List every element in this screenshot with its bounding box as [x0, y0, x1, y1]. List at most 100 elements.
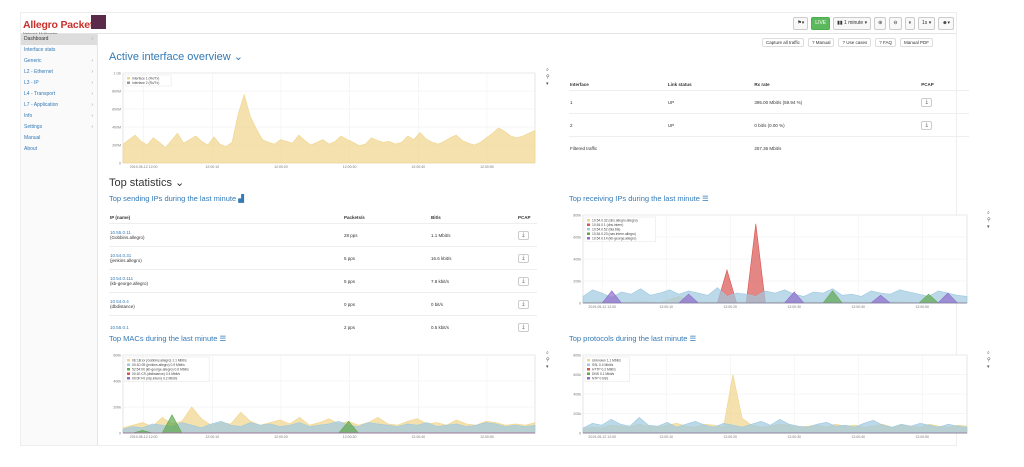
- help-button-3[interactable]: ? FAQ: [875, 38, 896, 47]
- sidebar-item-label: L3 - IP: [24, 80, 39, 86]
- series-area-1: [122, 420, 536, 434]
- pcap-cell: ⤓: [517, 269, 537, 293]
- column-header: PCAP: [518, 214, 531, 220]
- toolbar-button-1[interactable]: LIVE: [811, 17, 831, 30]
- x-tick-label: 12:00:50: [480, 435, 494, 439]
- ip-link[interactable]: 10.55.0.11: [110, 230, 131, 235]
- pan-icon[interactable]: ⚲: [546, 357, 550, 363]
- ip-link[interactable]: 10.54.0.111: [110, 276, 134, 281]
- top-macs-title: Top MACs during the last minute ☰: [109, 334, 226, 343]
- sidebar-item-label: L2 - Ethernet: [24, 69, 53, 75]
- y-tick-label: 0: [119, 162, 121, 166]
- menu-icon[interactable]: ▾: [546, 81, 549, 87]
- toolbar-button-3[interactable]: ⊕: [874, 17, 887, 30]
- legend-box: [584, 216, 657, 242]
- x-tick-label: 2019-05-12 12:00: [130, 165, 158, 169]
- host-name: (kb-george.allegro): [110, 281, 149, 286]
- download-icon[interactable]: ⤓: [518, 253, 529, 263]
- sidebar-item-l7-application[interactable]: L7 - Application ›: [21, 100, 97, 111]
- toolbar-button-4[interactable]: ⊖: [889, 17, 902, 30]
- bits-per-second: 0 bit/s: [430, 292, 517, 316]
- legend-entry: NTP 0 bit/s: [592, 376, 609, 380]
- logo[interactable]: Allegro Packets Network Multimeter: [23, 15, 99, 36]
- overview-title[interactable]: Active interface overview ⌄: [109, 51, 243, 63]
- download-icon[interactable]: ⤓: [921, 120, 933, 130]
- menu-icon[interactable]: ▾: [546, 364, 549, 370]
- sidebar-item-label: L7 - Application: [24, 102, 59, 108]
- toolbar-button-5[interactable]: ⏸: [904, 17, 916, 30]
- help-button-4[interactable]: Manual PDF: [899, 38, 933, 47]
- ip-link[interactable]: 10.54.0.31: [110, 253, 132, 258]
- download-icon[interactable]: ⤓: [518, 299, 529, 309]
- series-area-1: [582, 417, 968, 434]
- receiving-chart-svg: 800k 600k 400k 200k 0 2019-05-12 12:00 12:00:1…: [573, 214, 968, 309]
- top-statistics-title[interactable]: Top statistics ⌄: [109, 177, 185, 189]
- bits-per-second: 16.6 kbit/s: [430, 246, 517, 270]
- toolbar-button-2[interactable]: ▮▮ 1 minute ▾: [833, 17, 872, 30]
- download-icon[interactable]: ⤓: [921, 97, 933, 107]
- zoom-icon[interactable]: ⌕: [546, 67, 549, 73]
- menu-icon[interactable]: ▾: [987, 224, 990, 230]
- legend-swatch: [127, 377, 130, 380]
- sidebar-item-manual[interactable]: Manual: [21, 133, 97, 144]
- sidebar-item-l4-transport[interactable]: L4 - Transport ›: [21, 89, 97, 100]
- legend-swatch: [127, 77, 130, 80]
- download-icon[interactable]: ⤓: [518, 230, 529, 240]
- chevron-icon: ‹: [91, 36, 93, 42]
- ip-link[interactable]: 10.54.0.4: [110, 299, 129, 304]
- ip-cell: 10.54.0.31 (jenkins.allegro): [109, 246, 343, 270]
- help-button-2[interactable]: ? Use cases: [838, 38, 872, 47]
- x-tick-label: 2019-05-12 12:00: [588, 305, 616, 309]
- toolbar-right: ⚑▾ LIVE ▮▮ 1 minute ▾ ⊕ ⊖ ⏸ 1s ▾ ☻▾: [793, 17, 954, 30]
- sidebar-item-l2-ethernet[interactable]: L2 - Ethernet ›: [21, 67, 97, 78]
- menu-icon[interactable]: ▾: [987, 364, 990, 370]
- legend-box: [584, 356, 630, 382]
- legend-entry: 00:0F:F0 (ntp.intern) 0.2 Mbit/s: [132, 376, 178, 380]
- toolbar-button-7[interactable]: ☻▾: [938, 17, 954, 30]
- filtered-traffic-label[interactable]: Filtered traffic: [569, 136, 667, 159]
- receiving-chart-controls: ⌕ ⚲ ▾: [987, 210, 991, 231]
- packets-per-second: 2 pps: [343, 315, 430, 338]
- overview-chart-controls: ⌕ ⚲ ▾: [546, 67, 550, 88]
- sidebar-item-interface-stats[interactable]: Interface stats: [21, 45, 97, 56]
- legend-entry: 0E:1B:xx (Gobbins.allegro) 1.1 Mbit/s: [132, 358, 187, 362]
- column-header: Bit/s: [431, 214, 441, 220]
- sidebar-item-about[interactable]: About: [21, 144, 97, 155]
- sidebar-item-info[interactable]: Info ›: [21, 111, 97, 122]
- legend-swatch: [587, 377, 590, 380]
- pan-icon[interactable]: ⚲: [987, 217, 991, 223]
- sidebar-item-settings[interactable]: Settings ›: [21, 122, 97, 133]
- sidebar-item-generic[interactable]: Generic ›: [21, 56, 97, 67]
- legend-entry: SSL 0.4 Mbit/s: [592, 363, 614, 367]
- ip-link[interactable]: 10.55.0.1: [110, 324, 129, 330]
- sidebar-item-l3-ip[interactable]: L3 - IP ›: [21, 78, 97, 89]
- help-button-1[interactable]: ? Manual: [807, 38, 835, 47]
- table-toggle-icon[interactable]: ☰: [702, 194, 709, 203]
- pan-icon[interactable]: ⚲: [987, 357, 991, 363]
- zoom-icon[interactable]: ⌕: [546, 350, 549, 356]
- chevron-icon: ›: [91, 58, 93, 64]
- table-toggle-icon[interactable]: ☰: [689, 334, 697, 343]
- download-icon[interactable]: ⤓: [518, 276, 529, 286]
- x-tick-label: 12:00:50: [480, 165, 494, 169]
- zoom-icon[interactable]: ⌕: [987, 350, 990, 356]
- download-icon[interactable]: ⤓: [518, 322, 529, 332]
- help-button-0[interactable]: Capture all traffic: [762, 38, 804, 47]
- x-tick-label: 2019-05-12 12:00: [130, 435, 158, 439]
- legend-swatch: [587, 363, 590, 366]
- x-tick-label: 12:00:10: [205, 165, 219, 169]
- pan-icon[interactable]: ⚲: [546, 74, 550, 80]
- interface-id[interactable]: 1: [569, 90, 667, 114]
- x-tick-label: 12:00:20: [723, 435, 737, 439]
- toolbar-button-6[interactable]: 1s ▾: [918, 17, 936, 30]
- legend-entry: DNS 0.1 Mbit/s: [592, 372, 615, 376]
- table-toggle-icon[interactable]: ☰: [219, 334, 227, 343]
- brand-name: Allegro Packets: [23, 19, 99, 31]
- zoom-icon[interactable]: ⌕: [987, 210, 990, 216]
- top-macs-title-text: Top MACs during the last minute: [109, 334, 218, 343]
- interface-id[interactable]: 2: [569, 113, 667, 137]
- legend-box: [124, 356, 210, 382]
- chart-toggle-icon[interactable]: ▟: [238, 194, 245, 203]
- sidebar-item-dashboard[interactable]: Dashboard ‹: [21, 34, 97, 45]
- toolbar-button-0[interactable]: ⚑▾: [793, 17, 809, 30]
